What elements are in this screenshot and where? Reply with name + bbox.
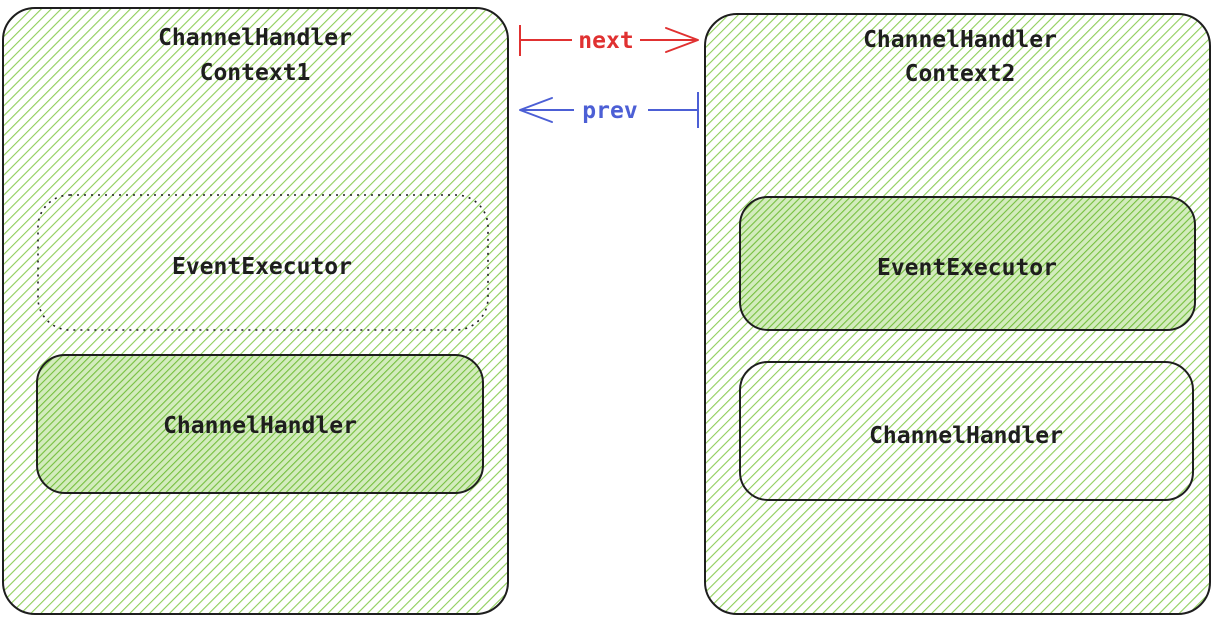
context1-handler-box: ChannelHandler (36, 354, 484, 494)
context2-handler-box: ChannelHandler (739, 361, 1194, 501)
context1-handler-label: ChannelHandler (163, 413, 357, 439)
context1-executor-box: EventExecutor (37, 194, 489, 331)
prev-arrow: prev (519, 92, 699, 128)
context1-executor-label: EventExecutor (172, 254, 352, 280)
context2-title-line2: Context2 (905, 61, 1016, 87)
context1-title-line1: ChannelHandler (158, 25, 352, 51)
context2-title-line1: ChannelHandler (863, 27, 1057, 53)
prev-label: prev (582, 98, 637, 124)
context2-handler-label: ChannelHandler (869, 423, 1063, 449)
context1-title-line2: Context1 (200, 60, 311, 86)
context2-executor-box: EventExecutor (739, 196, 1196, 331)
next-label: next (578, 28, 633, 54)
next-arrow: next (519, 25, 699, 56)
context2-executor-label: EventExecutor (877, 255, 1057, 281)
